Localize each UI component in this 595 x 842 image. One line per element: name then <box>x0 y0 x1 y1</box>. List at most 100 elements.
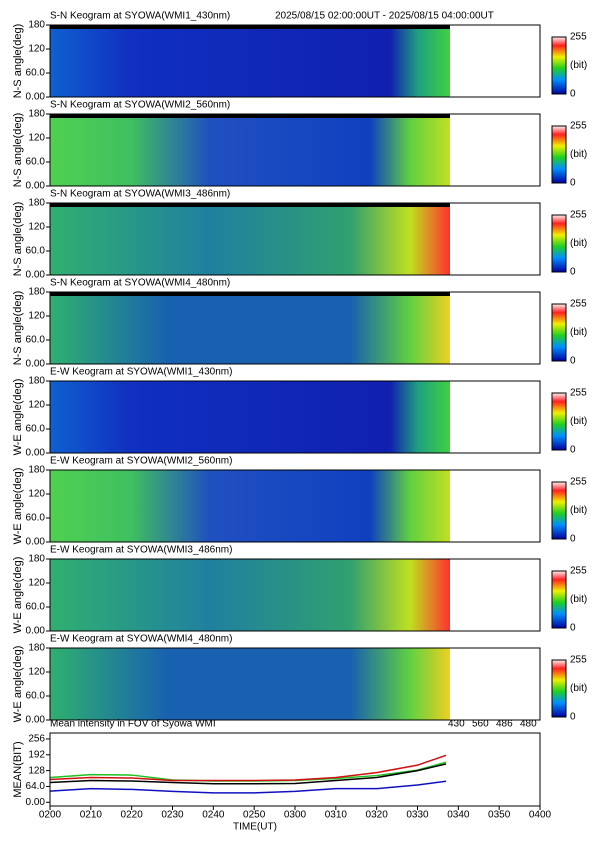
x-tick-label: 0310 <box>325 810 348 821</box>
series-line <box>49 754 447 782</box>
colorbar-label: (bit) <box>570 594 587 605</box>
colorbar <box>551 481 567 540</box>
y-tick-label: 128 <box>28 765 45 776</box>
y-tick-label: 192 <box>28 749 45 760</box>
colorbar <box>551 36 567 95</box>
colorbar-tick-label: 0 <box>570 356 576 367</box>
keogram-top-strip <box>50 292 450 296</box>
series-line <box>49 780 447 794</box>
x-tick-label: 0320 <box>366 810 389 821</box>
y-tick-label: 60.0 <box>26 68 46 79</box>
colorbar-label: (bit) <box>570 683 587 694</box>
y-tick-label: 0.00 <box>26 359 46 370</box>
y-tick-label: 180 <box>28 376 45 387</box>
y-tick-label: 120 <box>28 222 45 233</box>
plot-frame <box>49 113 541 187</box>
y-tick-label: 120 <box>28 133 45 144</box>
colorbar <box>551 392 567 451</box>
x-tick-label: 0300 <box>284 810 307 821</box>
colorbar-label: (bit) <box>570 416 587 427</box>
panel-subtitle: 2025/08/15 02:00:00UT - 2025/08/15 04:00… <box>275 11 494 22</box>
plot-frame <box>49 732 541 807</box>
x-tick-label: 0400 <box>529 810 552 821</box>
y-axis-label: N-S angle(deg) <box>12 113 24 188</box>
keogram-top-strip <box>50 203 450 207</box>
y-tick-label: 0.00 <box>26 797 46 808</box>
y-axis-label: W-E angle(deg) <box>12 468 24 545</box>
colorbar-label: (bit) <box>570 505 587 516</box>
y-tick-label: 120 <box>28 489 45 500</box>
colorbar <box>551 303 567 362</box>
panel-title: E-W Keogram at SYOWA(WMI1_430nm) <box>50 367 232 378</box>
plot-frame <box>49 558 541 632</box>
panel-title: E-W Keogram at SYOWA(WMI2_560nm) <box>50 456 232 467</box>
plot-frame <box>49 647 541 721</box>
y-tick-label: 180 <box>28 20 45 31</box>
x-tick-label: 0240 <box>202 810 225 821</box>
y-tick-label: 180 <box>28 198 45 209</box>
x-tick-label: 0210 <box>80 810 103 821</box>
y-tick-label: 120 <box>28 667 45 678</box>
colorbar-tick-label: 255 <box>570 210 587 221</box>
keogram-top-strip <box>50 114 450 118</box>
chart-title: Mean intensity in FOV of Syowa WMI <box>50 719 216 730</box>
keogram-image <box>50 114 450 186</box>
colorbar-label: (bit) <box>570 238 587 249</box>
x-tick-label: 0220 <box>121 810 144 821</box>
keogram-image <box>50 25 450 97</box>
y-tick-label: 120 <box>28 44 45 55</box>
y-tick-label: 60.0 <box>26 424 46 435</box>
legend-entry: 430 <box>448 719 465 730</box>
colorbar <box>551 214 567 273</box>
keogram-image <box>50 292 450 364</box>
y-tick-label: 0.00 <box>26 537 46 548</box>
colorbar-tick-label: 0 <box>570 89 576 100</box>
y-axis-label: N-S angle(deg) <box>12 291 24 366</box>
colorbar-tick-label: 0 <box>570 267 576 278</box>
y-tick-label: 180 <box>28 109 45 120</box>
legend-entry: 486 <box>496 719 513 730</box>
legend-entry: 480 <box>520 719 537 730</box>
y-tick-label: 180 <box>28 643 45 654</box>
y-tick-label: 0.00 <box>26 181 46 192</box>
y-tick-label: 180 <box>28 465 45 476</box>
y-tick-label: 256 <box>28 734 45 745</box>
y-tick-label: 60.0 <box>26 157 46 168</box>
colorbar-label: (bit) <box>570 60 587 71</box>
y-tick-label: 64.0 <box>26 781 46 792</box>
y-axis-label: MEAN(BIT) <box>12 741 24 797</box>
panel-title: E-W Keogram at SYOWA(WMI4_480nm) <box>50 634 232 645</box>
colorbar-label: (bit) <box>570 327 587 338</box>
y-tick-label: 0.00 <box>26 270 46 281</box>
x-tick-label: 0340 <box>447 810 470 821</box>
panel-title: E-W Keogram at SYOWA(WMI3_486nm) <box>50 545 232 556</box>
colorbar-tick-label: 0 <box>570 178 576 189</box>
colorbar-tick-label: 255 <box>570 32 587 43</box>
y-tick-label: 60.0 <box>26 691 46 702</box>
colorbar-tick-label: 255 <box>570 299 587 310</box>
colorbar <box>551 570 567 629</box>
panel-title: S-N Keogram at SYOWA(WMI1_430nm) <box>50 11 230 22</box>
y-tick-label: 0.00 <box>26 448 46 459</box>
colorbar <box>551 659 567 718</box>
y-tick-label: 120 <box>28 400 45 411</box>
y-axis-label: N-S angle(deg) <box>12 24 24 99</box>
colorbar-tick-label: 255 <box>570 655 587 666</box>
plot-frame <box>49 469 541 543</box>
plot-frame <box>49 291 541 365</box>
keogram-image <box>50 559 450 631</box>
series-line <box>49 763 447 785</box>
plot-frame <box>49 202 541 276</box>
y-axis-label: W-E angle(deg) <box>12 646 24 723</box>
panel-title: S-N Keogram at SYOWA(WMI3_486nm) <box>50 189 230 200</box>
colorbar-tick-label: 0 <box>570 445 576 456</box>
y-tick-label: 120 <box>28 311 45 322</box>
y-tick-label: 180 <box>28 287 45 298</box>
colorbar-tick-label: 0 <box>570 712 576 723</box>
x-tick-label: 0200 <box>39 810 62 821</box>
x-tick-label: 0250 <box>243 810 266 821</box>
x-tick-label: 0350 <box>488 810 511 821</box>
colorbar-tick-label: 0 <box>570 534 576 545</box>
y-tick-label: 60.0 <box>26 335 46 346</box>
